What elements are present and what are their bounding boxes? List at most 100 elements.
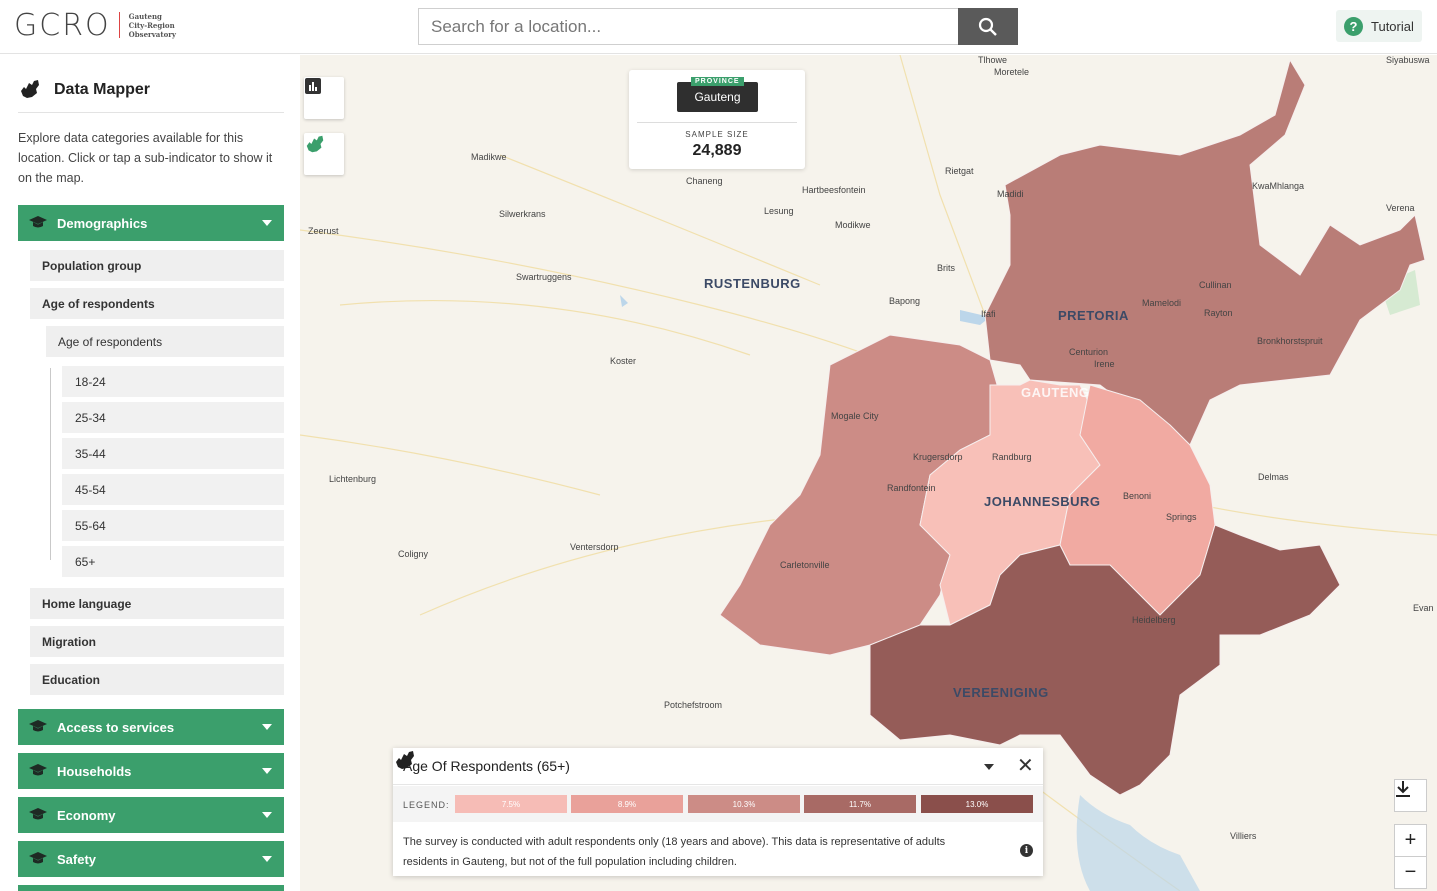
chevron-down-icon xyxy=(262,220,272,226)
legend-swatch: 11.7% xyxy=(804,795,916,813)
download-button[interactable] xyxy=(1394,779,1427,812)
search-icon xyxy=(978,17,997,36)
category-label: Access to services xyxy=(57,719,175,735)
place-label: Modikwe xyxy=(835,220,871,230)
logo-sub-line: Observatory xyxy=(128,29,176,39)
search-button[interactable] xyxy=(958,8,1018,45)
map-canvas[interactable]: Tlhowe Moretele Siyabuswa Madikwe Chanen… xyxy=(300,55,1437,891)
place-label: Rietgat xyxy=(945,166,974,176)
sub-migration[interactable]: Migration xyxy=(30,626,284,657)
graduation-cap-icon xyxy=(29,852,47,864)
age-option-18-24[interactable]: 18-24 xyxy=(62,366,284,397)
place-label: Koster xyxy=(610,356,637,366)
place-label: Hartbeesfontein xyxy=(802,185,866,195)
category-label: Households xyxy=(57,763,132,779)
info-icon[interactable]: i xyxy=(1020,844,1033,857)
legend-swatch: 7.5% xyxy=(455,795,567,813)
zoom-out-button[interactable]: − xyxy=(1394,856,1427,889)
place-label: Mamelodi xyxy=(1142,298,1182,308)
age-option-35-44[interactable]: 35-44 xyxy=(62,438,284,469)
region-west-rand xyxy=(719,334,1001,656)
search-bar xyxy=(418,8,1018,45)
place-label: Brits xyxy=(937,263,955,273)
age-option-55-64[interactable]: 55-64 xyxy=(62,510,284,541)
category-households[interactable]: Households xyxy=(18,753,284,789)
data-mapper-title: Data Mapper xyxy=(18,77,284,113)
place-label: KwaMhlanga xyxy=(1252,181,1305,191)
age-of-respondents-group[interactable]: Age of respondents xyxy=(46,326,284,357)
tutorial-label: Tutorial xyxy=(1371,18,1414,34)
place-label: Rayton xyxy=(1204,308,1233,318)
logo-divider xyxy=(118,12,120,38)
place-label: Tlhowe xyxy=(978,55,1008,65)
category-safety[interactable]: Safety xyxy=(18,841,284,877)
place-label: Delmas xyxy=(1258,472,1289,482)
logo-subtitle: Gauteng City-Region Observatory xyxy=(129,12,176,39)
gcro-logo[interactable]: GCRO Gauteng City-Region Observatory xyxy=(14,7,176,43)
chart-view-button[interactable] xyxy=(304,77,344,119)
sub-population-group[interactable]: Population group xyxy=(30,250,284,281)
indicator-title: Age Of Respondents (65+) xyxy=(403,758,570,774)
place-label: Coligny xyxy=(398,549,429,559)
download-icon xyxy=(1396,781,1410,797)
location-name[interactable]: Gauteng xyxy=(677,82,758,112)
place-label: Madidi xyxy=(997,189,1024,199)
graduation-cap-icon xyxy=(29,216,47,228)
age-option-25-34[interactable]: 25-34 xyxy=(62,402,284,433)
graduation-cap-icon xyxy=(29,720,47,732)
category-next-partial[interactable] xyxy=(18,885,284,891)
south-africa-map-icon xyxy=(396,751,414,769)
data-mapper-button[interactable] xyxy=(304,133,344,175)
chevron-down-icon xyxy=(262,768,272,774)
sample-size-value: 24,889 xyxy=(692,142,742,159)
region-sedibeng xyxy=(869,524,1341,796)
legend-bar: LEGEND: 7.5% 8.9% 10.3% 11.7% 13.0% xyxy=(393,786,1043,822)
place-label: Carletonville xyxy=(780,560,830,570)
data-mapper-description: Explore data categories available for th… xyxy=(18,131,273,185)
region-tshwane xyxy=(984,58,1426,446)
place-label: Heidelberg xyxy=(1132,615,1176,625)
city-label: VEREENIGING xyxy=(953,685,1049,700)
category-demographics[interactable]: Demographics xyxy=(18,205,284,241)
place-label: Irene xyxy=(1094,359,1115,369)
category-access-to-services[interactable]: Access to services xyxy=(18,709,284,745)
place-label: Krugersdorp xyxy=(913,452,963,462)
top-header: GCRO Gauteng City-Region Observatory ? T… xyxy=(0,0,1437,54)
age-option-65-plus[interactable]: 65+ xyxy=(62,546,284,577)
zoom-in-button[interactable]: + xyxy=(1394,824,1427,857)
sub-home-language[interactable]: Home language xyxy=(30,588,284,619)
close-icon[interactable]: ✕ xyxy=(1017,755,1034,777)
map-base-layer xyxy=(300,55,1437,891)
chevron-down-icon[interactable] xyxy=(984,764,994,770)
south-africa-map-icon xyxy=(306,135,324,153)
place-label: Ventersdorp xyxy=(570,542,619,552)
tutorial-button[interactable]: ? Tutorial xyxy=(1336,10,1422,42)
graduation-cap-icon xyxy=(29,764,47,776)
location-info-card: Gauteng PROVINCE SAMPLE SIZE 24,889 xyxy=(629,70,805,169)
age-option-45-54[interactable]: 45-54 xyxy=(62,474,284,505)
legend-swatch: 13.0% xyxy=(921,795,1033,813)
place-label: Lichtenburg xyxy=(329,474,377,484)
place-label: Randfontein xyxy=(887,483,936,493)
legend-swatch: 10.3% xyxy=(688,795,800,813)
search-input[interactable] xyxy=(418,8,958,45)
category-label: Demographics xyxy=(57,215,148,231)
place-label: Mogale City xyxy=(831,411,879,421)
indicator-legend-panel: Age Of Respondents (65+) ✕ LEGEND: 7.5% … xyxy=(393,748,1043,876)
sub-age-of-respondents[interactable]: Age of respondents xyxy=(30,288,284,319)
logo-mark: GCRO xyxy=(14,7,111,43)
province-label: GAUTENG xyxy=(1021,385,1090,400)
place-label: Ifafi xyxy=(981,309,996,319)
help-icon: ? xyxy=(1344,16,1363,36)
city-label: RUSTENBURG xyxy=(704,276,801,291)
place-label: Randburg xyxy=(992,452,1032,462)
place-label: Moretele xyxy=(994,67,1030,77)
city-label: JOHANNESBURG xyxy=(984,494,1101,509)
place-label: Lesung xyxy=(764,206,794,216)
place-label: Evan xyxy=(1413,603,1434,613)
category-economy[interactable]: Economy xyxy=(18,797,284,833)
place-label: Silwerkrans xyxy=(499,209,546,219)
sub-education[interactable]: Education xyxy=(30,664,284,695)
chevron-down-icon xyxy=(262,856,272,862)
legend-panel-header[interactable]: Age Of Respondents (65+) xyxy=(393,748,1043,785)
